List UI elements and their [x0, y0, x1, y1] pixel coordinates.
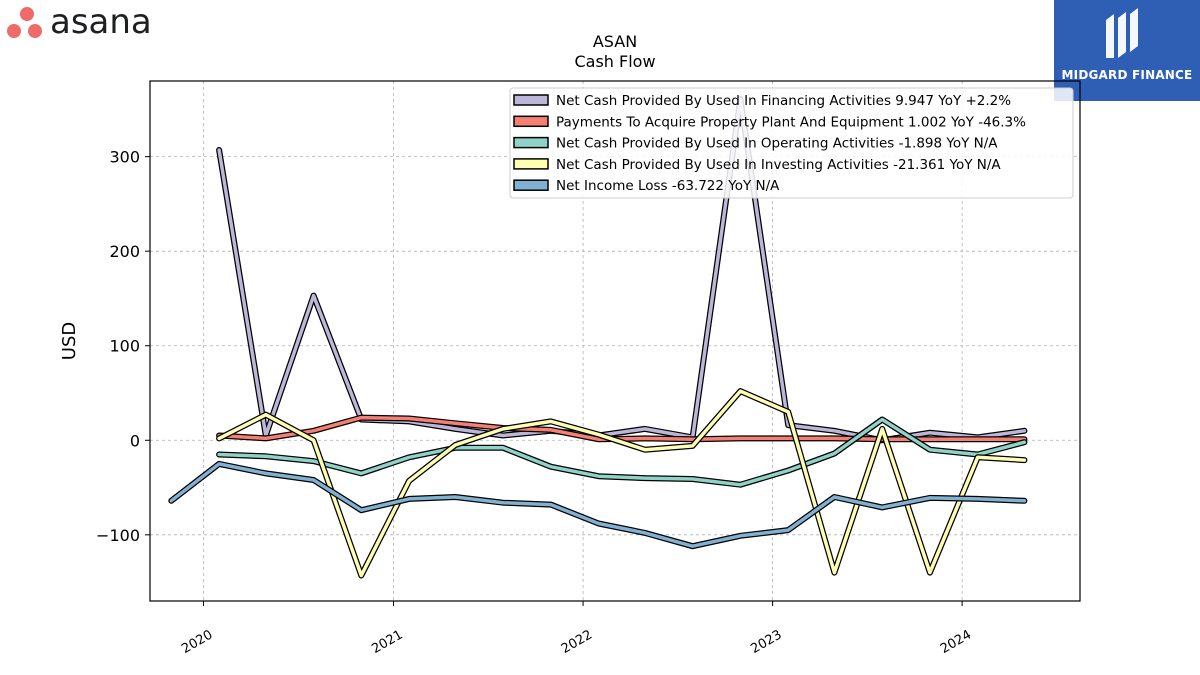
legend-swatch: [513, 136, 549, 149]
legend-swatch: [513, 115, 549, 128]
legend: Net Cash Provided By Used In Financing A…: [509, 87, 1074, 199]
series-outline-3: [216, 388, 1028, 579]
chart-title: ASAN: [592, 32, 638, 51]
legend-swatch: [513, 179, 549, 191]
x-axis: 2020 2021 2022 2023 2024: [179, 601, 974, 657]
x-tick-label: 2024: [938, 627, 974, 657]
y-axis: −100 0 100 200 300: [96, 148, 150, 545]
series-line-4: [169, 462, 1027, 548]
series-line-3: [217, 389, 1027, 578]
midgard-finance-wordmark: MIDGARD FINANCE: [1061, 68, 1193, 82]
series-line-2: [217, 417, 1027, 487]
asana-logo: asana: [4, 2, 194, 42]
x-tick-label: 2020: [179, 627, 215, 657]
series-line-1: [217, 415, 1027, 442]
midgard-finance-emblem: [1106, 8, 1138, 58]
legend-label: Net Income Loss -63.722 YoY N/A: [556, 178, 780, 194]
chart-subtitle: Cash Flow: [574, 52, 656, 71]
legend-label: Net Cash Provided By Used In Financing A…: [556, 93, 1011, 109]
legend-swatch: [513, 158, 549, 170]
legend-label: Payments To Acquire Property Plant And E…: [556, 114, 1026, 130]
asana-logo-dot-left: [7, 24, 21, 38]
plot-frame: [149, 80, 1081, 602]
y-axis-label: USD: [59, 322, 80, 360]
legend-label: Net Cash Provided By Used In Operating A…: [556, 136, 998, 152]
asana-logo-dot-top: [20, 7, 34, 21]
legend-label: Net Cash Provided By Used In Investing A…: [556, 157, 1001, 173]
legend-box: [509, 87, 1074, 199]
midgard-finance-logo: MIDGARD FINANCE: [1054, 0, 1200, 101]
asana-logo-dot-right: [28, 24, 42, 38]
y-tick-label: 200: [109, 242, 140, 261]
asana-logo-wordmark: asana: [50, 2, 152, 42]
y-tick-label: 300: [109, 148, 140, 167]
x-tick-label: 2021: [369, 627, 405, 657]
y-tick-label: −100: [96, 526, 140, 545]
x-tick-label: 2023: [748, 627, 784, 657]
series-lines: [168, 96, 1028, 579]
legend-swatch: [513, 94, 549, 106]
y-tick-label: 0: [130, 431, 140, 450]
y-tick-label: 100: [109, 337, 140, 356]
x-tick-label: 2022: [559, 627, 595, 657]
